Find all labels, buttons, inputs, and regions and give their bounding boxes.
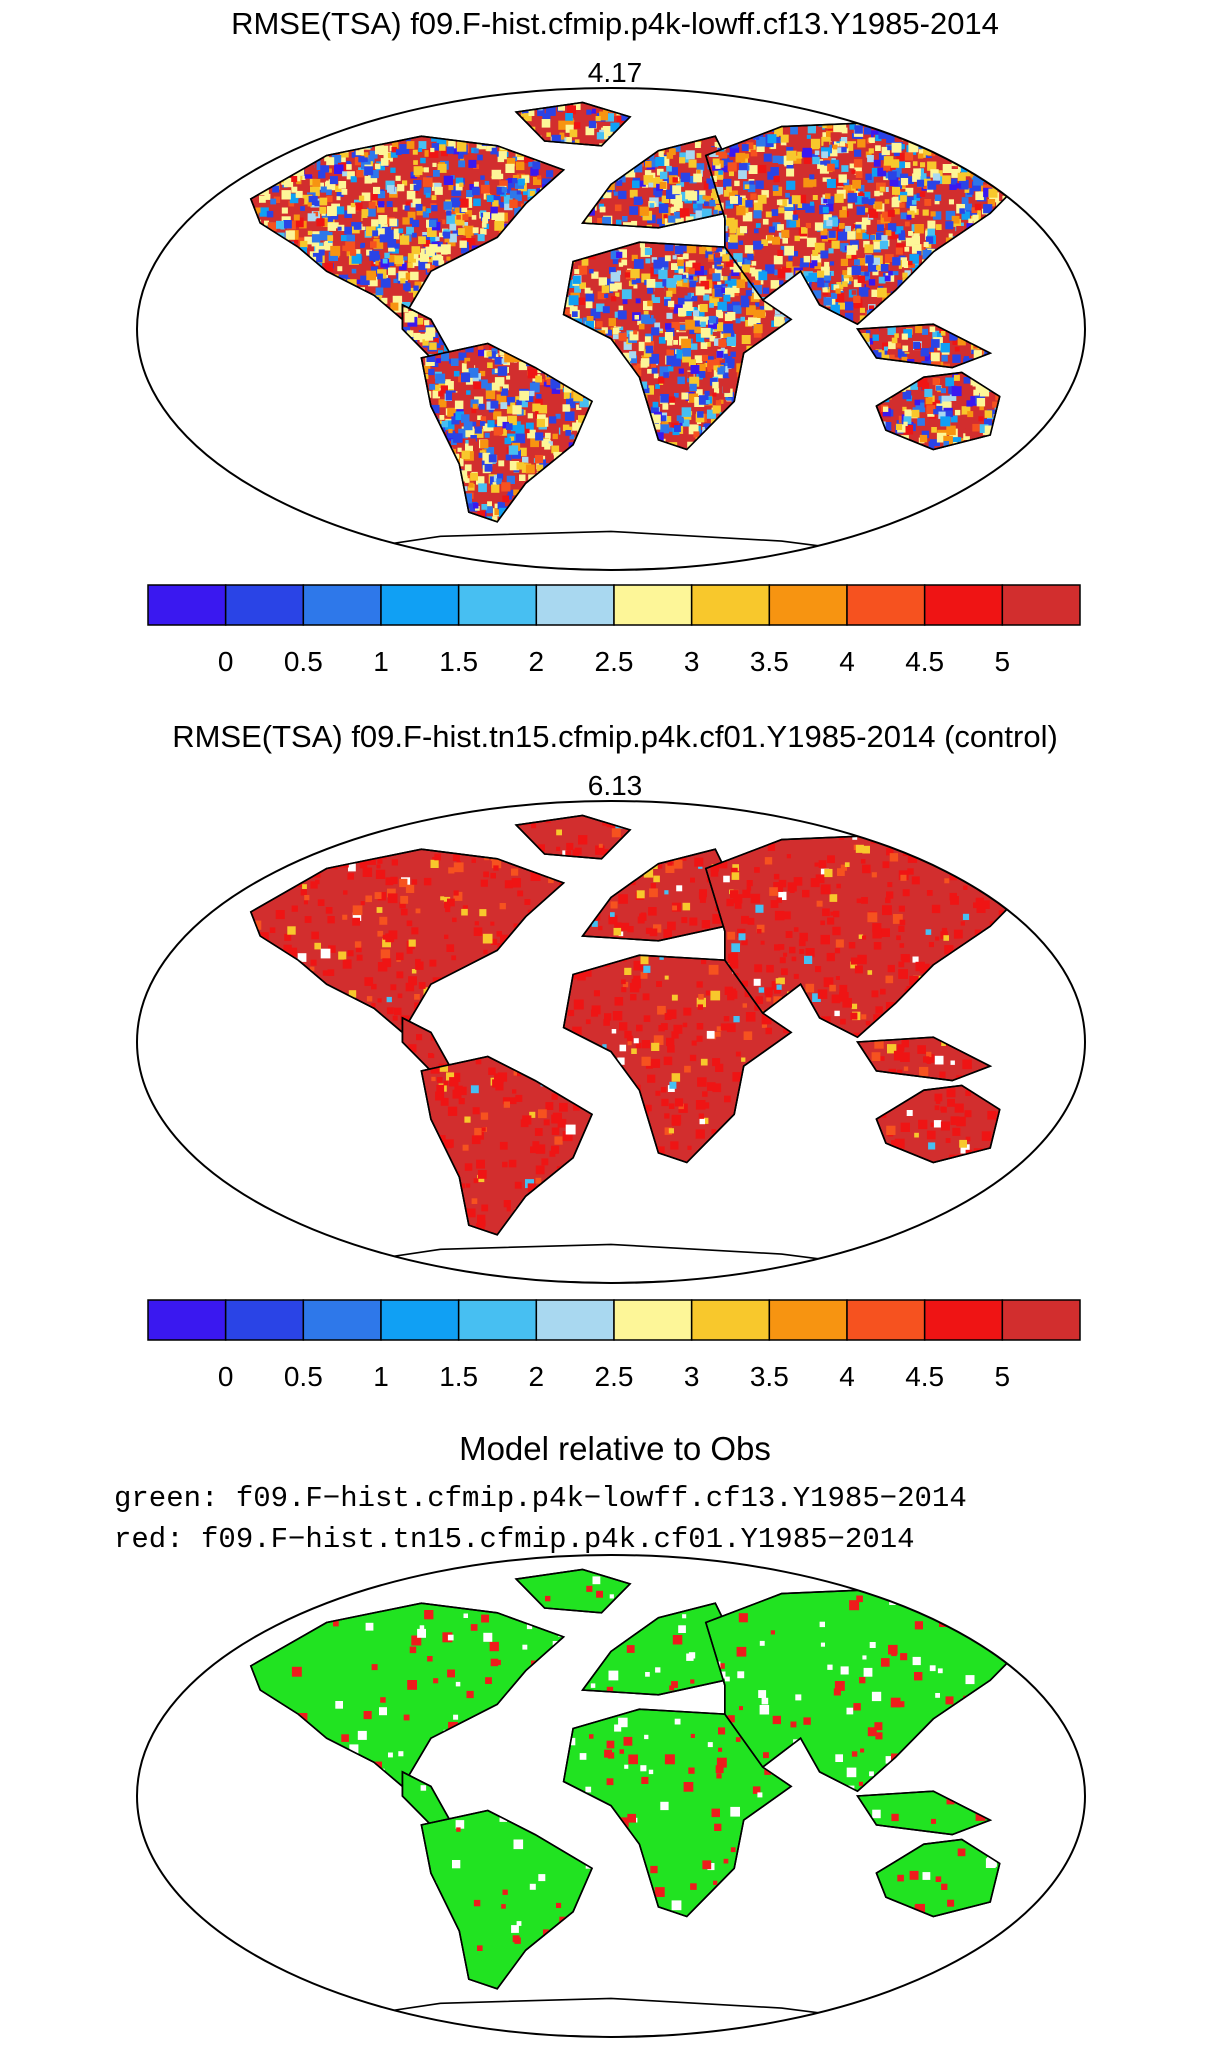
colorbar-tick-label: 5	[995, 1361, 1011, 1392]
colorbar-tick-label: 4	[839, 1361, 855, 1392]
colorbar-tick-label: 3.5	[750, 1361, 789, 1392]
colorbar-tick-label: 4.5	[905, 646, 944, 677]
colorbar-tick-label: 2.5	[595, 1361, 634, 1392]
colorbar-swatch	[1001, 1299, 1081, 1341]
colorbar-swatch	[380, 584, 460, 626]
colorbar-tick-label: 1	[373, 1361, 389, 1392]
colorbar-swatch	[613, 584, 693, 626]
colorbar-swatch	[768, 1299, 848, 1341]
colorbar-swatch	[302, 1299, 382, 1341]
colorbar-tick-label: 0.5	[284, 1361, 323, 1392]
colorbar-tick-label: 1.5	[439, 646, 478, 677]
colorbar-swatch	[224, 584, 305, 626]
panel-1-map	[136, 87, 1086, 571]
panel-2: RMSE(TSA) f09.F-hist.tn15.cfmip.p4k.cf01…	[136, 719, 1086, 1392]
legend-red-text: red: f09.F−hist.tn15.cfmip.p4k.cf01.Y198…	[114, 1523, 915, 1556]
colorbar-swatch	[302, 584, 382, 626]
comparison-title: Model relative to Obs	[459, 1430, 771, 1467]
panel-1-title: RMSE(TSA) f09.F-hist.cfmip.p4k-lowff.cf1…	[231, 6, 999, 41]
map-border	[136, 800, 1086, 1284]
colorbar-swatch	[380, 1299, 460, 1341]
colorbar-tick-label: 0	[218, 646, 234, 677]
colorbar-tick-label: 0	[218, 1361, 234, 1392]
colorbar-swatch	[224, 1299, 305, 1341]
colorbar-tick-label: 3	[684, 646, 700, 677]
colorbar-swatch	[535, 584, 615, 626]
colorbar-swatch	[846, 584, 926, 626]
panel-3: Model relative to Obs green: f09.F−hist.…	[114, 1430, 1086, 2038]
colorbar-swatch	[613, 1299, 693, 1341]
panel-1-colorbar: 0 0.5 1 1.5 2 2.5 3 3.5 4 4.5 5	[147, 584, 1081, 677]
colorbar-swatch	[923, 1299, 1004, 1341]
panel-2-title: RMSE(TSA) f09.F-hist.tn15.cfmip.p4k.cf01…	[172, 719, 1058, 754]
panel-3-map	[136, 1554, 1086, 2038]
map-border	[136, 1554, 1086, 2038]
colorbar-swatch	[690, 1299, 771, 1341]
colorbar-tick-label: 2	[529, 1361, 545, 1392]
map-border	[136, 87, 1086, 571]
colorbar-tick-label: 3.5	[750, 646, 789, 677]
colorbar-tick-label: 1.5	[439, 1361, 478, 1392]
panel-2-map	[136, 800, 1086, 1284]
colorbar-tick-label: 5	[995, 646, 1011, 677]
colorbar-tick-label: 4.5	[905, 1361, 944, 1392]
colorbar-swatch	[923, 584, 1004, 626]
colorbar-swatch	[147, 1299, 227, 1341]
legend-green-text: green: f09.F−hist.cfmip.p4k−lowff.cf13.Y…	[114, 1482, 967, 1515]
colorbar-tick-label: 2.5	[595, 646, 634, 677]
colorbar-swatch	[1001, 584, 1081, 626]
panel-2-score: 6.13	[588, 770, 643, 801]
colorbar-swatch	[457, 584, 538, 626]
panel-2-colorbar: 0 0.5 1 1.5 2 2.5 3 3.5 4 4.5 5	[147, 1299, 1081, 1392]
colorbar-swatch	[690, 584, 771, 626]
colorbar-swatch	[457, 1299, 538, 1341]
panel-1-score: 4.17	[588, 57, 643, 88]
colorbar-swatch	[535, 1299, 615, 1341]
colorbar-swatch	[768, 584, 848, 626]
panel-1: RMSE(TSA) f09.F-hist.cfmip.p4k-lowff.cf1…	[136, 6, 1086, 677]
colorbar-swatch	[147, 584, 227, 626]
colorbar-tick-label: 1	[373, 646, 389, 677]
colorbar-swatch	[846, 1299, 926, 1341]
colorbar-tick-label: 0.5	[284, 646, 323, 677]
colorbar-tick-label: 2	[529, 646, 545, 677]
colorbar-tick-label: 3	[684, 1361, 700, 1392]
colorbar-tick-label: 4	[839, 646, 855, 677]
